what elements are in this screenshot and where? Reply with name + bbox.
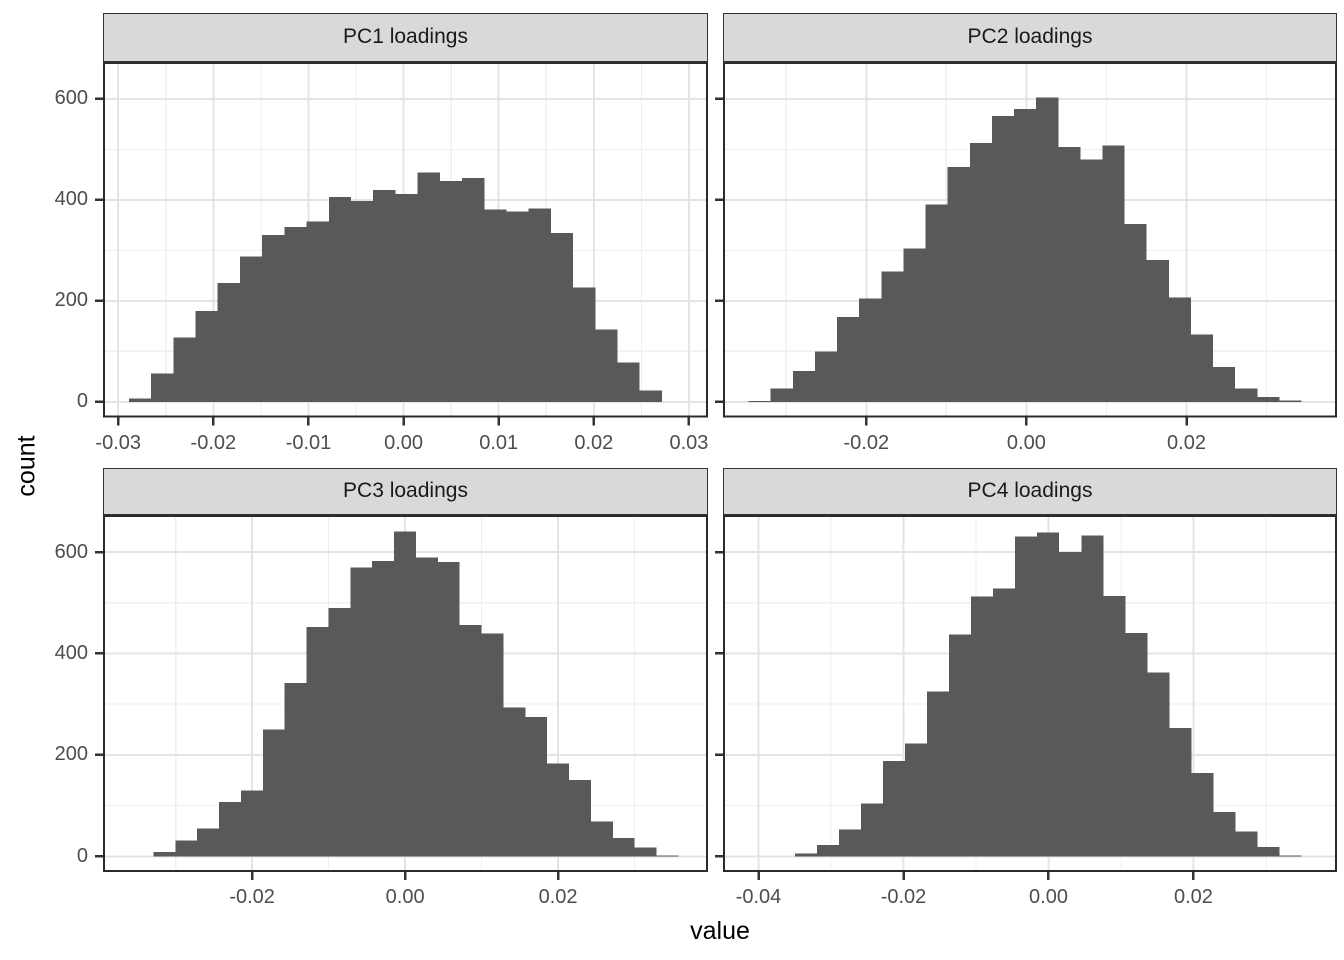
x-tick-label: -0.02 [229,886,275,908]
facet-strip-pc4: PC4 loadings [723,468,1337,515]
y-tick-label: 0 [76,390,88,413]
x-tick-label: 0.00 [385,886,425,908]
y-tick-label: 200 [54,289,88,312]
x-tick-label: 0.00 [1029,886,1068,908]
x-tick-label: -0.02 [880,886,927,908]
x-tick-label: 0.02 [1167,432,1206,454]
x-tick-label: -0.02 [843,432,890,454]
histogram-bars [794,532,1302,856]
x-tick-label: 0.02 [538,886,578,908]
y-tick-label: 0 [76,844,88,867]
y-tick-label: 600 [54,540,88,563]
pc3-histogram-panel [95,514,708,880]
x-tick-label: 0.01 [479,432,519,454]
y-tick-label: 200 [54,743,88,766]
histogram-bars [128,172,662,402]
x-tick-label: 0.00 [1006,432,1046,454]
x-axis-title: value [690,917,750,945]
x-tick-label: -0.01 [285,432,332,454]
y-tick-label: 400 [54,641,88,664]
y-axis-title: count [12,435,41,497]
histogram-bars [748,96,1302,402]
facet-strip-label: PC1 loadings [343,25,468,49]
y-tick-label: 400 [54,188,88,211]
x-tick-label: -0.02 [190,432,237,454]
pc2-histogram-panel [715,61,1337,425]
facet-strip-label: PC3 loadings [343,479,468,503]
x-tick-label: 0.02 [1173,886,1213,908]
x-tick-label: 0.00 [384,432,424,454]
x-tick-label: 0.02 [574,432,614,454]
histogram-bars [153,531,679,856]
facet-strip-pc2: PC2 loadings [723,13,1337,62]
x-tick-label: -0.03 [95,432,142,454]
facet-strip-label: PC2 loadings [967,25,1093,49]
y-tick-label: 600 [54,87,88,110]
facet-strip-label: PC4 loadings [967,479,1093,503]
x-tick-label: -0.04 [735,886,782,908]
x-tick-label: 0.03 [669,432,709,454]
facet-strip-pc1: PC1 loadings [103,13,708,62]
pc4-histogram-panel [715,514,1337,880]
pc1-histogram-panel [95,61,708,425]
facet-strip-pc3: PC3 loadings [103,468,708,515]
